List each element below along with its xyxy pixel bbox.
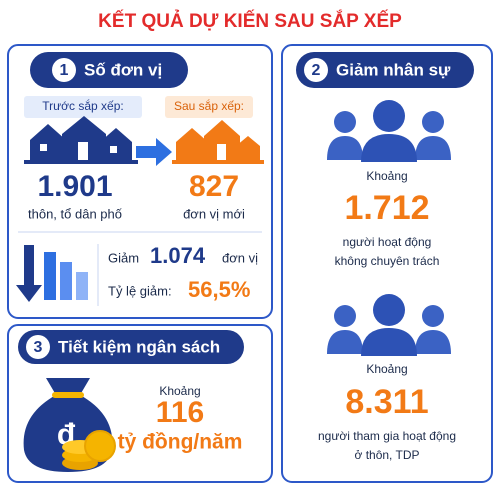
section-number: 1	[60, 62, 69, 79]
people-icon	[327, 100, 451, 162]
people-icon	[327, 294, 451, 356]
caption: người hoạt động	[343, 235, 432, 249]
reduction-unit: đơn vị	[222, 250, 258, 265]
caption: không chuyên trách	[335, 254, 440, 268]
after-unit: đơn vị mới	[183, 206, 245, 221]
value: 1.712	[344, 189, 429, 227]
section-number: 3	[34, 339, 43, 356]
caption: ở thôn, TDP	[354, 448, 419, 462]
caption: người tham gia hoạt động	[318, 429, 456, 443]
value: 116	[156, 396, 204, 429]
section-number: 2	[312, 62, 321, 79]
prefix: Khoảng	[366, 169, 407, 183]
before-value: 1.901	[37, 170, 112, 203]
section-title: Tiết kiệm ngân sách	[58, 337, 220, 356]
reduction-label: Giảm	[108, 250, 139, 265]
reduction-value: 1.074	[150, 243, 206, 268]
arrow-icon	[136, 138, 172, 166]
before-unit: thôn, tổ dân phố	[28, 206, 122, 221]
money-bag-icon: đ	[23, 378, 116, 472]
after-label: Sau sắp xếp:	[174, 98, 244, 113]
rate-label: Tỷ lệ giảm:	[108, 283, 172, 298]
prefix: Khoảng	[159, 384, 200, 398]
after-value: 827	[189, 170, 239, 203]
before-label: Trước sắp xếp:	[42, 98, 123, 113]
panel-3: 3 Tiết kiệm ngân sách đ Khoảng 116 tỷ đồ…	[7, 324, 273, 483]
prefix: Khoảng	[366, 362, 407, 376]
value: 8.311	[345, 383, 428, 421]
rate-value: 56,5%	[188, 277, 250, 302]
title: KẾT QUẢ DỰ KIẾN SAU SẮP XẾP	[98, 10, 402, 32]
panel-1: 1 Số đơn vị Trước sắp xếp: 1.901 thôn, t…	[7, 44, 273, 319]
houses-icon	[172, 120, 264, 164]
houses-icon	[24, 116, 138, 164]
panel-2: 2 Giảm nhân sự Khoảng 1.712 người hoạt đ…	[281, 44, 493, 483]
section-title: Giảm nhân sự	[336, 60, 451, 79]
section-title: Số đơn vị	[84, 60, 162, 79]
decrease-icon	[16, 245, 88, 302]
unit: tỷ đồng/năm	[118, 431, 243, 454]
